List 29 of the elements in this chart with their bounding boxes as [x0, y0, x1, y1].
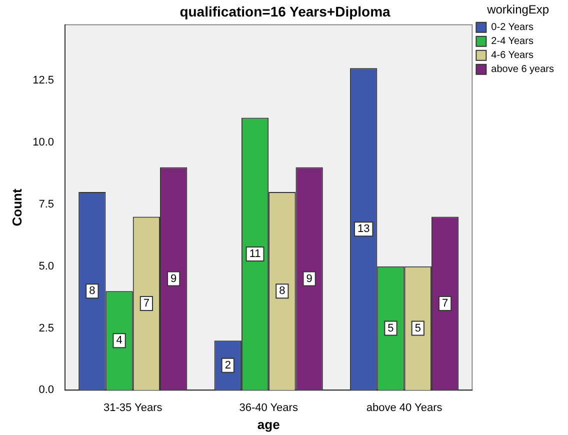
data-label: 8: [89, 285, 96, 298]
legend-label: 4-6 Years: [491, 50, 534, 62]
data-label: 7: [442, 298, 448, 310]
x-tick-label: above 40 Years: [366, 402, 443, 414]
data-label: 8: [279, 285, 286, 298]
y-axis-title: Count: [9, 188, 24, 226]
legend-label: 2-4 Years: [491, 36, 534, 48]
data-label: 9: [306, 272, 312, 285]
x-tick-label: 31-35 Years: [104, 402, 163, 414]
legend-label: 0-2 Years: [491, 22, 534, 34]
data-label: 7: [143, 298, 150, 310]
y-tick-label: 2.5: [38, 322, 54, 334]
y-tick-label: 12.5: [32, 74, 54, 87]
x-tick-label: 36-40 Years: [239, 402, 298, 414]
chart-title: qualification=16 Years+Diploma: [180, 3, 391, 20]
x-axis-title: age: [257, 416, 280, 432]
legend-label: above 6 years: [491, 64, 554, 76]
data-label: 9: [170, 272, 177, 285]
data-label: 4: [116, 334, 122, 347]
data-label: 11: [249, 248, 261, 260]
y-tick-label: 7.5: [38, 198, 54, 210]
y-tick-label: 0.0: [38, 384, 54, 396]
y-tick-label: 10.0: [32, 136, 54, 148]
y-tick-label: 5.0: [38, 260, 54, 272]
data-label: 2: [224, 359, 231, 372]
legend-title: workingExp: [486, 2, 550, 16]
data-label: 5: [414, 322, 421, 334]
data-label: 13: [357, 223, 370, 236]
data-label: 5: [388, 322, 394, 334]
